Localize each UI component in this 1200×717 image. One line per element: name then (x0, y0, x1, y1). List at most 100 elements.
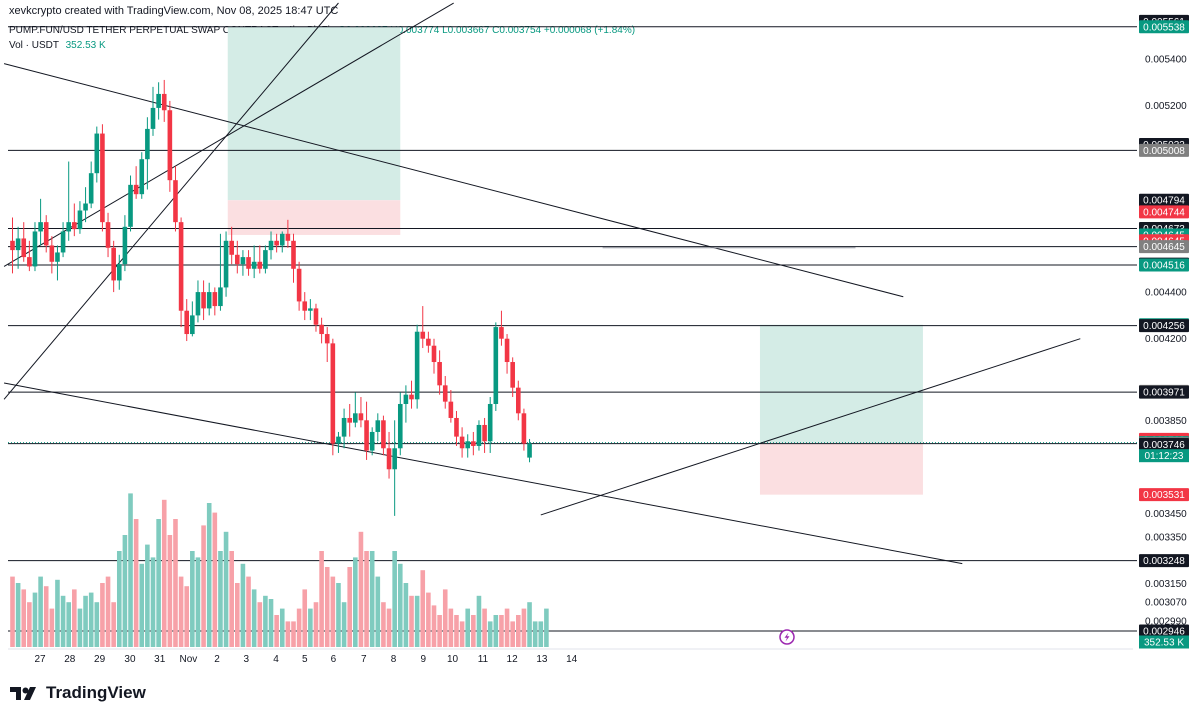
volume-bar (27, 602, 32, 647)
candle-body (77, 210, 83, 230)
volume-bar (21, 589, 27, 647)
price-label-bg (1139, 240, 1189, 254)
volume-bar (83, 595, 88, 647)
volume-title: Vol · USDT (9, 40, 59, 51)
volume-bar (173, 519, 178, 647)
volume-bar (145, 544, 150, 647)
time-tick-label: 8 (391, 654, 397, 665)
volume-bar (392, 551, 397, 647)
volume-axis-label: 352.53 K (1144, 638, 1184, 649)
time-tick-label: 4 (273, 654, 279, 665)
volume-bar (538, 621, 544, 647)
volume-bar (32, 592, 38, 647)
volume-bar (156, 519, 161, 647)
price-label-bg (1139, 193, 1189, 207)
volume-bar (285, 621, 291, 647)
volume-bar (516, 615, 521, 647)
candle-body (55, 252, 60, 262)
countdown-bg (1139, 449, 1189, 463)
volume-bar (296, 608, 302, 647)
candle-body (223, 240, 229, 288)
candle-body (43, 222, 49, 246)
time-tick-label: 28 (64, 654, 76, 665)
candle-body (32, 231, 38, 267)
candle-body (397, 403, 403, 449)
price-label: 0.003248 (1143, 556, 1185, 567)
volume-bar (324, 567, 330, 647)
candle-body (319, 324, 324, 335)
candle-body (313, 308, 319, 325)
volume-bar (426, 592, 431, 647)
volume-bar (369, 551, 375, 647)
candle-body (122, 226, 128, 265)
volume-bar (88, 592, 94, 647)
time-tick-label: 13 (536, 654, 548, 665)
volume-bar (482, 608, 487, 647)
trendline (540, 338, 1081, 516)
candle-body (426, 338, 431, 346)
volume-bar (347, 567, 352, 647)
price-tick-label: 0.003850 (1145, 416, 1187, 427)
volume-legend[interactable]: Vol · USDT 352.53 K (9, 40, 106, 51)
long-target-zone (759, 324, 923, 443)
volume-bar (60, 595, 66, 647)
volume-bar (414, 595, 420, 647)
candles (10, 79, 532, 516)
price-label-bg (1139, 488, 1189, 502)
candle-body (341, 417, 347, 437)
candle-body (116, 264, 122, 281)
volume-bar (459, 621, 465, 647)
price-label: 0.004744 (1143, 207, 1185, 218)
volume-bar (77, 608, 83, 647)
volume-bar (246, 576, 251, 647)
volume-bar (139, 563, 145, 647)
candle-body (527, 443, 532, 458)
volume-bar (218, 551, 223, 647)
candle-body (437, 362, 442, 386)
volume-bar (499, 615, 504, 647)
volume-bar (465, 608, 471, 647)
candle-body (302, 301, 308, 311)
candle-body (454, 417, 459, 437)
price-tick-label: 0.002990 (1145, 616, 1187, 627)
candle-body (274, 240, 279, 246)
price-tick-label: 0.003150 (1145, 579, 1187, 590)
price-label: 0.004794 (1143, 196, 1185, 207)
candle-body (229, 240, 234, 255)
candle-body (105, 222, 111, 248)
volume-bar (291, 621, 296, 647)
price-label-bg (1139, 258, 1189, 272)
candle-body (487, 403, 493, 442)
candle-body (296, 268, 302, 302)
candle-body (240, 257, 246, 265)
volume-bar (235, 583, 240, 647)
price-label-bg (1139, 385, 1189, 399)
candle-body (167, 110, 173, 181)
volume-bar (128, 493, 133, 647)
tradingview-logo-icon (10, 687, 36, 700)
candle-body (403, 394, 409, 404)
symbol-legend[interactable]: PUMP.FUN/USD TETHER PERPETUAL SWAP CONTR… (9, 25, 635, 36)
volume-bar (190, 551, 195, 647)
volume-bar (206, 503, 212, 647)
volume-bar (161, 499, 167, 647)
volume-bar (330, 576, 336, 647)
candle-body (521, 413, 527, 444)
candle-body (369, 431, 375, 451)
volume-bar (263, 595, 268, 647)
volume-bar (201, 525, 206, 647)
volume-bar (510, 621, 515, 647)
candle-body (10, 240, 15, 251)
volume-bar (268, 599, 274, 647)
time-tick-label: 27 (34, 654, 46, 665)
price-label: 0.004256 (1143, 321, 1185, 332)
price-label: 0.004645 (1143, 242, 1185, 253)
candle-body (195, 292, 201, 316)
ohlc-values: O0.003687 H0.003774 L0.003667 C0.003754 … (338, 25, 636, 36)
candle-body (190, 315, 195, 335)
candle-body (173, 180, 178, 223)
candle-body (330, 343, 336, 444)
volume-bar (521, 608, 527, 647)
volume-bar (420, 570, 426, 647)
